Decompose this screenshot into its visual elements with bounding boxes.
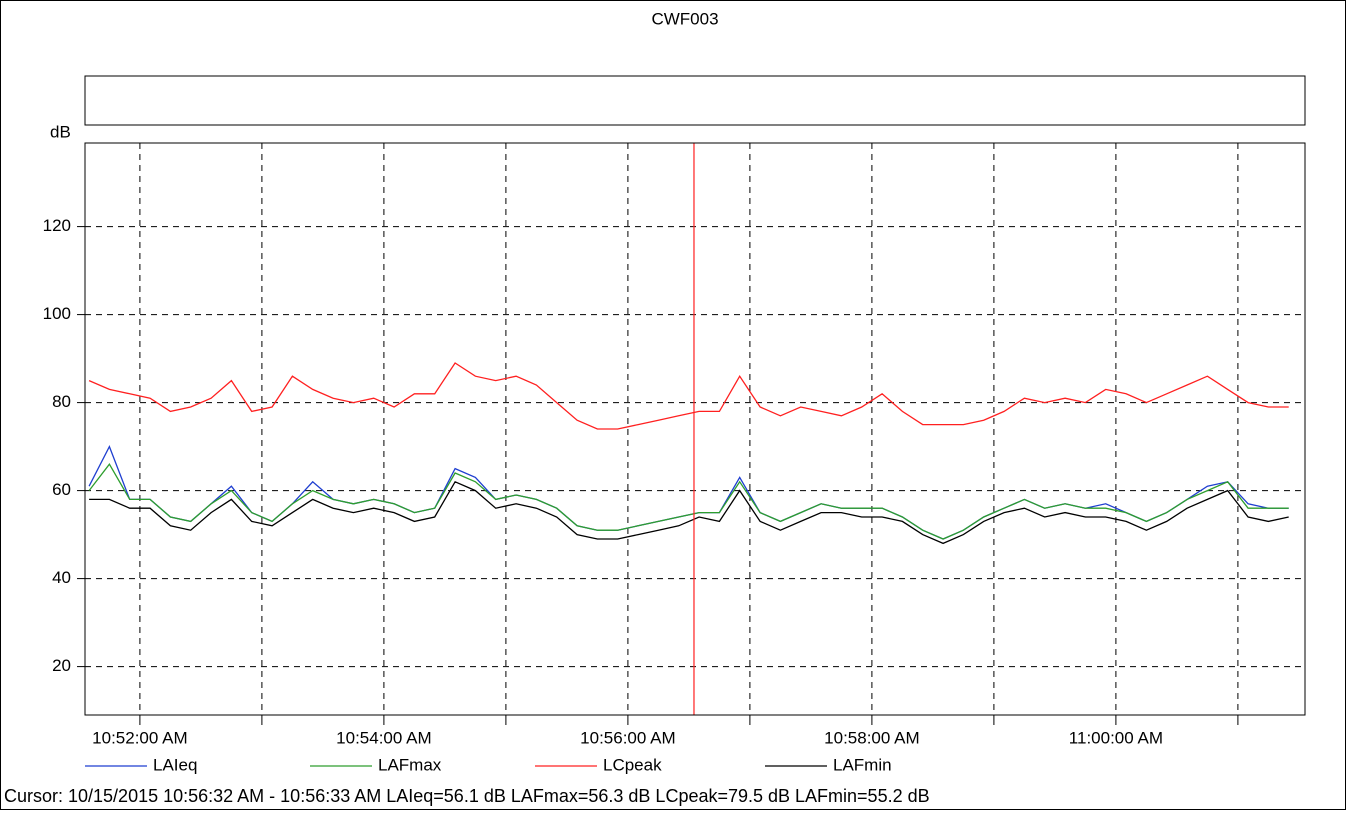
- plot-frame: [84, 142, 1306, 716]
- x-tick-label: 10:56:00 AM: [580, 728, 675, 747]
- y-tick-label: 80: [52, 392, 71, 411]
- header-box: [84, 75, 1306, 126]
- y-axis-label: dB: [50, 122, 71, 141]
- y-tick-label: 20: [52, 656, 71, 675]
- series-line: [88, 362, 1289, 430]
- x-tick-label: 10:54:00 AM: [336, 728, 431, 747]
- y-tick-label: 120: [43, 216, 71, 235]
- x-tick-label: 10:52:00 AM: [92, 728, 187, 747]
- x-tick-label: 10:58:00 AM: [824, 728, 919, 747]
- legend-label: LAFmin: [833, 755, 892, 774]
- chart-title: CWF003: [651, 9, 718, 28]
- y-tick-label: 100: [43, 304, 71, 323]
- legend-label: LAIeq: [153, 755, 197, 774]
- series-line: [89, 480, 1289, 545]
- legend-label: LAFmax: [378, 755, 442, 774]
- legend-label: LCpeak: [603, 755, 662, 774]
- x-tick-label: 11:00:00 AM: [1069, 728, 1163, 747]
- series-line: [88, 463, 1289, 540]
- y-tick-label: 40: [52, 568, 71, 587]
- cursor-readout: Cursor: 10/15/2015 10:56:32 AM - 10:56:3…: [4, 786, 930, 806]
- y-tick-label: 60: [52, 480, 71, 499]
